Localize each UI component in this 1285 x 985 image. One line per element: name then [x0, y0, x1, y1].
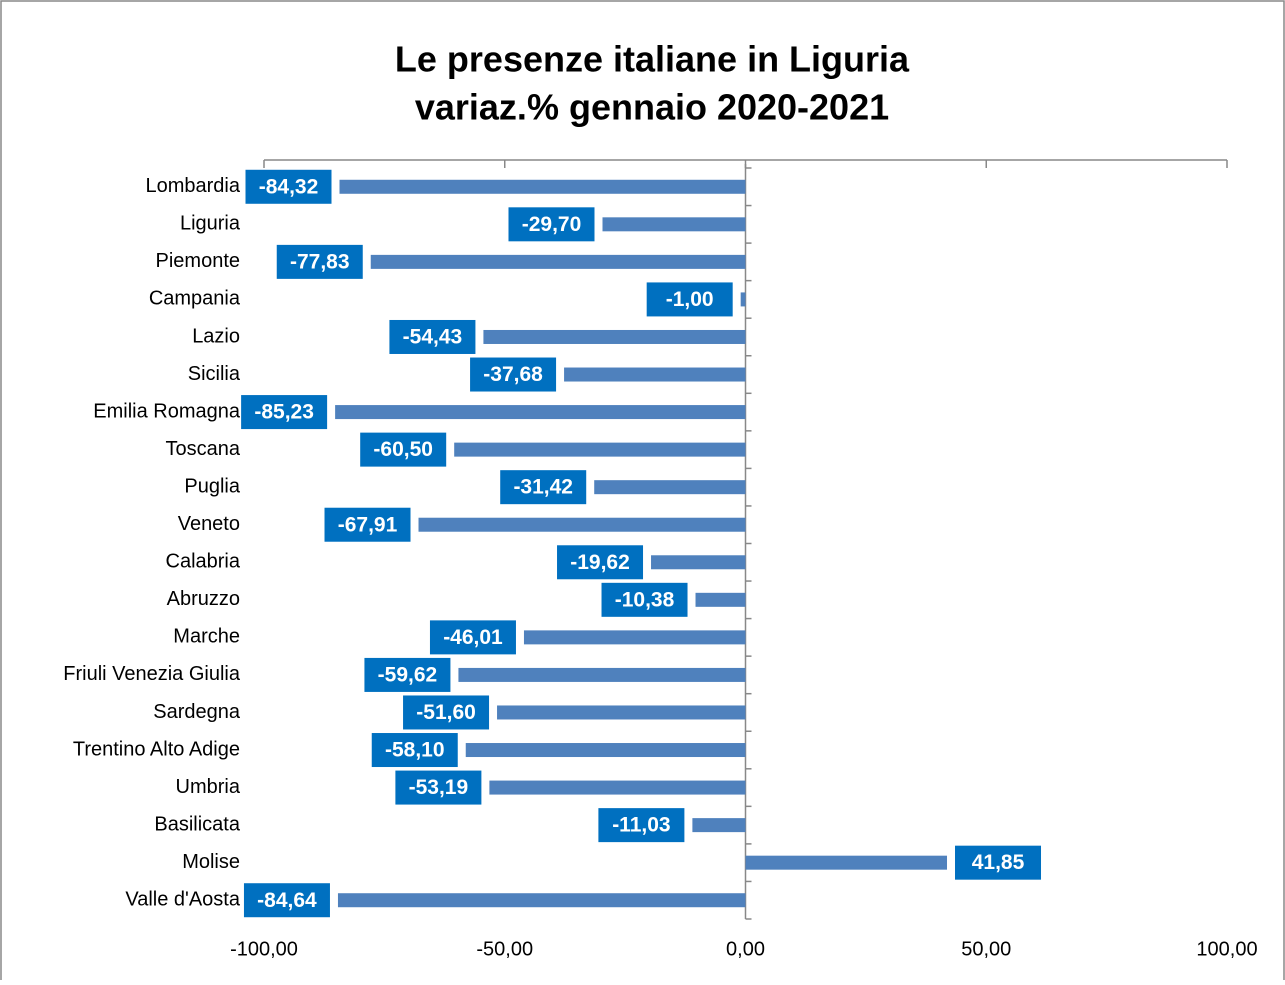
data-label: 41,85 — [972, 851, 1025, 874]
y-tick-label: Liguria — [180, 213, 241, 235]
y-tick-label: Abruzzo — [167, 588, 240, 610]
data-label-box — [955, 845, 1042, 880]
data-label-box — [429, 620, 516, 655]
bar — [564, 367, 746, 382]
data-label-box — [324, 507, 411, 542]
data-label-box — [557, 545, 644, 580]
y-tick-label: Marche — [173, 626, 240, 648]
chart-title: Le presenze italiane in Liguria — [395, 39, 910, 80]
y-tick-label: Valle d'Aosta — [125, 889, 241, 911]
x-tick-label: 50,00 — [961, 938, 1011, 960]
data-label-box — [245, 169, 332, 204]
data-label-box — [360, 432, 447, 467]
data-label: -31,42 — [513, 476, 573, 499]
bar — [335, 405, 746, 420]
data-label-box — [276, 244, 363, 279]
data-label: -1,00 — [666, 288, 714, 311]
y-tick-label: Calabria — [166, 551, 241, 573]
y-tick-label: Emilia Romagna — [93, 400, 241, 422]
data-label: -53,19 — [409, 776, 469, 799]
x-tick-label: 100,00 — [1196, 938, 1257, 960]
data-label: -46,01 — [443, 626, 503, 649]
data-label-box — [508, 207, 595, 242]
y-tick-label: Toscana — [166, 438, 241, 460]
data-label-box — [403, 695, 490, 730]
data-label: -58,10 — [385, 739, 445, 762]
data-label-box — [241, 395, 328, 430]
bar — [497, 705, 746, 720]
bar — [692, 818, 746, 833]
bar — [602, 217, 746, 232]
y-tick-label: Piemonte — [156, 250, 241, 272]
bar — [745, 855, 948, 870]
data-label-box — [601, 582, 688, 617]
data-label-box — [389, 319, 476, 354]
bar — [337, 893, 746, 908]
y-tick-label: Friuli Venezia Giulia — [63, 663, 241, 685]
data-label: -59,62 — [378, 663, 438, 686]
data-label-box — [371, 733, 458, 768]
y-tick-label: Puglia — [184, 475, 240, 497]
bar — [740, 292, 746, 307]
y-tick-label: Umbria — [176, 776, 241, 798]
y-tick-label: Sardegna — [153, 701, 241, 723]
data-label: -29,70 — [522, 213, 582, 236]
bar — [594, 480, 746, 495]
y-tick-label: Sicilia — [188, 363, 241, 385]
bar — [454, 442, 746, 457]
y-tick-label: Lazio — [192, 325, 240, 347]
x-tick-label: -50,00 — [476, 938, 533, 960]
data-label: -37,68 — [483, 363, 543, 386]
bar — [651, 555, 746, 570]
data-label: -54,43 — [403, 326, 463, 349]
data-label-box — [364, 657, 451, 692]
bar — [489, 780, 746, 795]
data-label-box — [395, 770, 482, 805]
y-tick-label: Molise — [182, 851, 240, 873]
data-label-box — [470, 357, 557, 392]
data-label: -19,62 — [570, 551, 630, 574]
chart-title: variaz.% gennaio 2020-2021 — [415, 87, 889, 128]
data-label: -84,64 — [257, 889, 317, 912]
data-label: -60,50 — [373, 438, 433, 461]
y-tick-label: Basilicata — [154, 813, 240, 835]
bar — [465, 743, 746, 758]
bar — [458, 667, 746, 682]
data-label: -77,83 — [290, 250, 350, 273]
data-label-box — [500, 470, 587, 505]
data-label: -11,03 — [612, 814, 670, 837]
x-tick-label: -100,00 — [230, 938, 298, 960]
data-label-box — [598, 808, 685, 843]
data-label-box — [243, 883, 330, 918]
bar — [483, 329, 746, 344]
data-label: -51,60 — [416, 701, 476, 724]
y-tick-label: Lombardia — [145, 175, 240, 197]
bar — [523, 630, 746, 645]
y-tick-label: Campania — [149, 288, 241, 310]
data-label: -85,23 — [254, 401, 314, 424]
x-tick-label: 0,00 — [726, 938, 765, 960]
data-label: -10,38 — [615, 588, 675, 611]
bar — [418, 517, 746, 532]
bar — [339, 179, 746, 194]
data-label-box — [646, 282, 733, 317]
y-tick-label: Veneto — [178, 513, 240, 535]
data-label: -67,91 — [338, 513, 398, 536]
data-label: -84,32 — [259, 175, 319, 198]
bar — [370, 254, 746, 269]
bar — [695, 592, 746, 607]
y-tick-label: Trentino Alto Adige — [73, 738, 240, 760]
